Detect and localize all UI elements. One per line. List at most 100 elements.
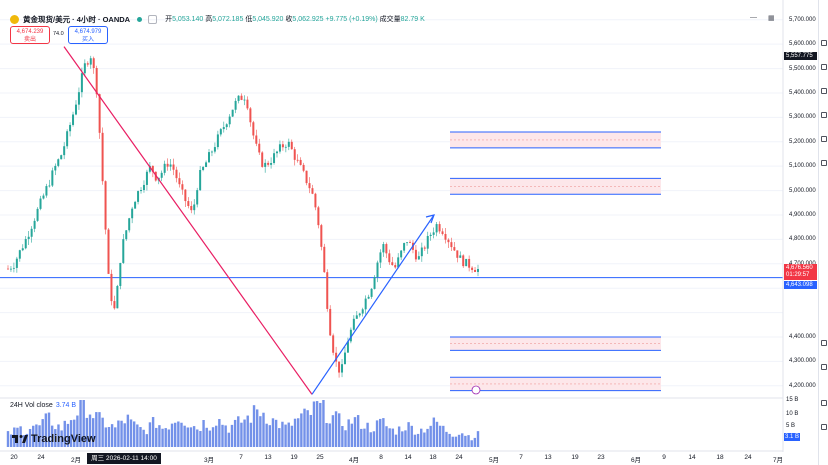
ideas-icon[interactable] (821, 136, 827, 142)
candle-body (208, 152, 211, 163)
minus-icon[interactable]: — (750, 14, 757, 21)
volume-bar (76, 415, 79, 447)
calendar-icon[interactable] (821, 88, 827, 94)
open-value: 5,053.140 (172, 16, 204, 23)
volume-bar (360, 428, 363, 447)
buy-button[interactable]: 4,674.979 买入 (68, 26, 108, 44)
price-tick: 5,400.000 (789, 89, 816, 96)
volume-bar (278, 428, 281, 447)
price-tick: 4,700.000 (789, 261, 816, 267)
volume-bar (448, 433, 451, 447)
candle-body (352, 318, 355, 330)
candle-body (275, 151, 278, 154)
candle-body (166, 163, 169, 167)
volume-bar (416, 433, 420, 447)
candle-body (332, 335, 335, 353)
volume-bar (404, 430, 407, 447)
layout-icon[interactable]: ▦ (768, 15, 775, 22)
volume-bar (148, 422, 152, 447)
volume-bar (50, 425, 54, 447)
symbol-title[interactable]: 黄金现货/美元 · 4小时 · OANDA (23, 14, 131, 24)
candle-body (196, 190, 199, 205)
notifications-icon[interactable] (821, 340, 827, 346)
alerts-icon[interactable] (821, 64, 827, 70)
time-tick: 18 (716, 454, 724, 461)
volume-bar (6, 431, 10, 447)
volume-bar (385, 426, 388, 447)
volume-bar (101, 417, 104, 447)
more-icon[interactable] (821, 424, 827, 430)
candle-body (140, 190, 143, 192)
volume-bar (309, 414, 313, 447)
candle-body (219, 129, 222, 135)
volume-bar (379, 418, 382, 447)
low-value: 5,045.920 (252, 16, 284, 23)
candle-body (394, 265, 397, 268)
price-tick: 5,700.000 (789, 16, 816, 23)
time-tick: 13 (544, 454, 552, 461)
candle-body (172, 164, 175, 170)
volume-legend: 24H Vol close 3.74 B (10, 402, 76, 409)
volume-bar (401, 431, 404, 447)
time-tick: 8 (379, 454, 383, 461)
tradingview-logo-icon (12, 435, 28, 443)
volume-bar (164, 428, 167, 447)
volume-bar (461, 433, 464, 447)
settings-icon[interactable] (148, 14, 158, 24)
candle-body (459, 255, 462, 258)
volume-bar (284, 424, 287, 447)
candle-body (429, 234, 432, 236)
volume-bar (344, 430, 347, 447)
candle-body (63, 146, 66, 156)
volume-bar (423, 432, 426, 447)
candle-body (48, 185, 51, 187)
help-icon[interactable] (821, 364, 827, 370)
volume-bar (139, 427, 142, 447)
volume-bar (32, 425, 35, 447)
volume-bar (173, 422, 177, 447)
candle-body (231, 109, 234, 117)
sell-button[interactable]: 4,674.239 卖出 (10, 26, 50, 44)
candle-body (83, 63, 86, 74)
volume-bar (470, 440, 473, 447)
volume-bar (259, 416, 262, 447)
candle-body (373, 277, 376, 289)
candle-body (74, 104, 77, 115)
candle-body (199, 169, 202, 191)
candle-body (287, 141, 290, 147)
candle-body (12, 267, 15, 269)
time-tick: 24 (744, 454, 752, 461)
volume-bar (353, 417, 357, 447)
volume-bar (66, 423, 70, 447)
news-icon[interactable] (821, 112, 827, 118)
volume-bar (114, 427, 117, 447)
candle-body (261, 152, 264, 167)
volume-bar (331, 415, 335, 447)
volume-bar (180, 422, 183, 447)
chat-icon[interactable] (821, 160, 827, 166)
candle-body (9, 268, 12, 270)
watchlist-icon[interactable] (821, 40, 827, 46)
volume-value: 82.79 K (400, 16, 425, 23)
time-tick: 25 (316, 454, 324, 461)
candle-body (456, 250, 459, 258)
candle-body (444, 233, 447, 240)
volume-bar (268, 425, 272, 447)
volume-bar (388, 428, 391, 447)
price-tick: 4,200.000 (789, 382, 816, 389)
user-icon[interactable] (821, 400, 827, 406)
trendline-up (311, 214, 435, 395)
time-tick: 7月 (772, 457, 784, 464)
alert-marker-icon (471, 385, 481, 395)
candle-body (385, 244, 388, 254)
volume-bar (274, 419, 278, 447)
candle-body (346, 341, 349, 353)
candle-body (240, 95, 243, 100)
sell-label: 卖出 (23, 37, 36, 43)
time-tick: 24 (37, 454, 45, 461)
candle-body (243, 99, 246, 101)
close-value: 5,062.925 (292, 16, 324, 23)
volume-bar (69, 420, 73, 447)
candle-body (134, 201, 137, 209)
